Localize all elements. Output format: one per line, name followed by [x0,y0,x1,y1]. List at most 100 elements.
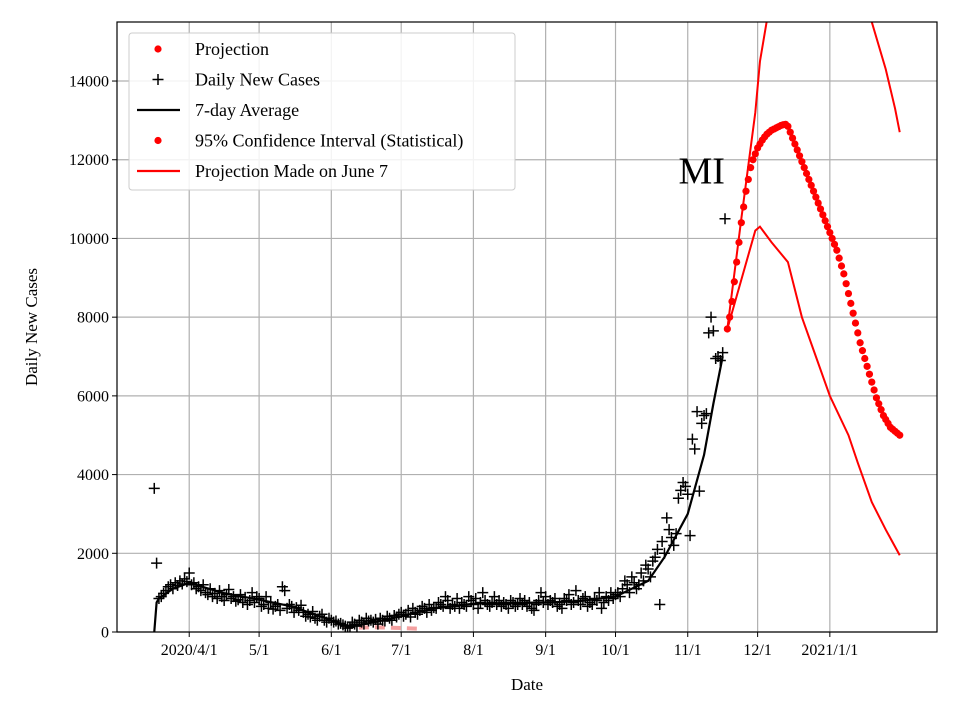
projection-point [819,211,827,219]
daily-case-marker [635,567,647,579]
daily-case-marker [544,595,556,607]
x-tick-label: 2021/1/1 [801,642,858,659]
projection-point [784,122,792,130]
projection-point [728,297,736,306]
projection-point [742,187,750,195]
daily-case-marker [151,557,163,569]
daily-case-marker [374,612,386,624]
legend-label: Daily New Cases [195,70,320,90]
y-tick-label: 2000 [77,546,109,563]
projection-point [802,169,811,178]
legend-label: Projection Made on June 7 [195,161,388,181]
y-tick-label: 0 [101,625,109,642]
projection-point [747,164,755,172]
legend-dot-icon [154,45,162,53]
projection-point [847,299,855,307]
x-tick-label: 8/1 [463,642,483,659]
daily-case-marker [696,417,708,429]
daily-case-marker [533,595,545,607]
projection-point [833,246,841,254]
daily-case-marker [698,410,710,422]
projection-point [812,193,820,201]
projection-point [865,370,874,378]
legend-dot-icon [154,136,162,145]
projection-point [875,400,883,408]
projection-point [837,262,846,270]
daily-case-marker [577,593,589,605]
daily-case-marker [710,352,722,364]
daily-case-marker [230,595,242,607]
y-axis: 0 2000 4000 6000 8000 10000 12000 14000 [69,74,117,642]
projection-point [877,406,885,414]
seven-day-average-line [153,356,724,632]
daily-case-marker [365,614,377,626]
projection-point [793,146,801,154]
y-tick-label: 14000 [69,74,109,91]
daily-case-marker [672,492,684,504]
x-tick-label: 10/1 [601,642,629,659]
daily-case-marker [528,604,540,616]
projection-point [823,223,832,231]
daily-case-marker [691,406,703,418]
legend-plus-icon [152,74,164,85]
daily-case-marker [363,615,375,627]
projection-point [814,199,822,207]
projection-point [726,313,734,321]
projection-point [730,278,738,286]
x-tick-label: 12/1 [743,642,771,659]
y-tick-label: 8000 [77,310,109,327]
daily-case-marker [262,602,274,614]
daily-case-marker [211,593,223,605]
projection-point [858,347,867,355]
daily-case-marker [148,482,160,494]
daily-case-marker [388,609,400,621]
daily-case-marker [505,595,517,607]
projection-point [809,187,818,195]
y-tick-label: 10000 [69,231,109,248]
projection-point [844,289,853,298]
plot-marks [148,22,904,632]
x-tick-label: 2020/4/1 [161,642,218,659]
projection-point [798,158,806,166]
daily-case-marker [183,567,195,579]
daily-case-marker [169,577,181,589]
daily-case-marker [255,600,267,612]
x-tick-label: 6/1 [321,642,341,659]
projection-point [870,386,878,394]
daily-case-marker [651,543,663,555]
projection-point [840,270,848,278]
daily-case-marker [593,587,605,599]
daily-case-marker [700,408,712,420]
daily-case-marker [684,530,696,542]
daily-case-marker [460,600,472,612]
x-tick-label: 5/1 [249,642,269,659]
daily-case-marker [686,433,698,445]
legend-label: 7-day Average [195,100,299,120]
projection-point [896,431,904,439]
daily-case-marker [477,587,489,599]
daily-case-marker [360,612,372,624]
projection-point [854,329,862,337]
daily-case-marker [719,213,731,225]
daily-case-marker [267,603,279,615]
projection-point [805,175,813,184]
daily-case-marker [162,581,174,593]
daily-case-marker [218,595,230,607]
x-tick-label: 11/1 [674,642,702,659]
y-tick-label: 4000 [77,467,109,484]
projection-point [744,175,752,184]
daily-case-marker [679,480,691,492]
daily-case-marker [556,602,568,614]
projection-point [849,309,857,317]
projection-point [786,128,794,136]
daily-case-marker [661,512,673,524]
daily-case-marker [370,613,382,625]
daily-case-marker [179,573,191,585]
legend-box [128,32,516,191]
daily-case-marker [570,585,582,597]
daily-case-marker [621,579,633,591]
projection-point [795,152,804,160]
projection-point [830,240,839,248]
projection-point [733,258,741,266]
projection-point [791,140,799,148]
